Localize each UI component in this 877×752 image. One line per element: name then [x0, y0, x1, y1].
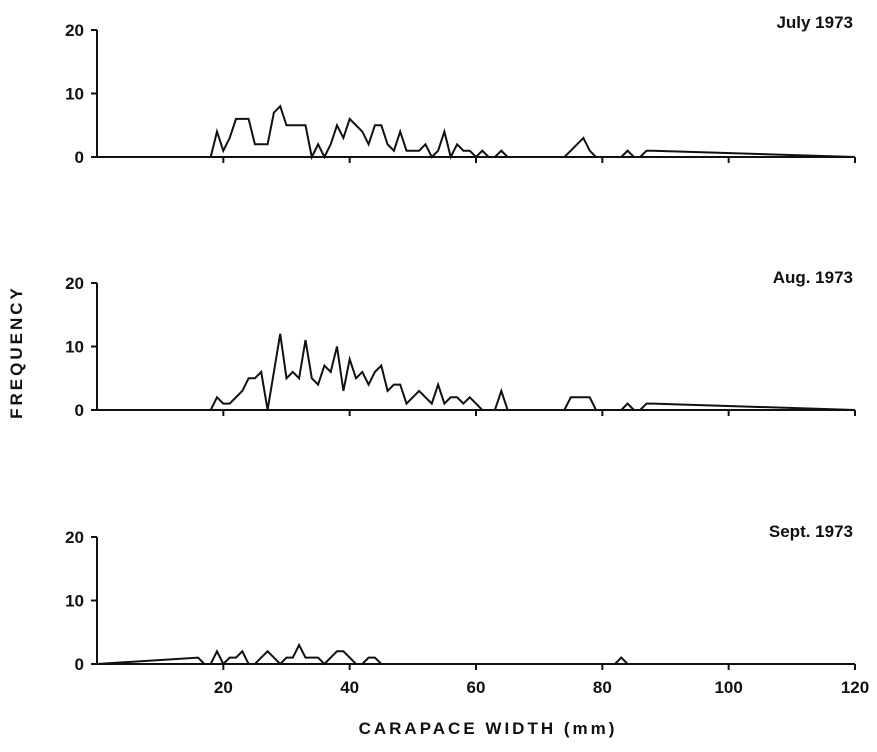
panel-1: 0 10 20 July 1973: [65, 13, 856, 167]
series-line-1: [97, 333, 856, 411]
y-tick-label: 20: [65, 528, 84, 547]
x-tick-label: 80: [593, 678, 612, 697]
y-tick-label: 0: [75, 148, 84, 167]
y-tick-label: 10: [65, 338, 84, 357]
x-tick-label: 120: [841, 678, 869, 697]
x-tick-label: 60: [467, 678, 486, 697]
x-tick-label: 40: [340, 678, 359, 697]
panel-title: Aug. 1973: [773, 268, 853, 287]
x-tick-label: 100: [714, 678, 742, 697]
panel-2: 0 10 20 Aug. 1973: [65, 268, 856, 420]
panel-title: July 1973: [776, 13, 853, 32]
y-tick-label: 0: [75, 655, 84, 674]
y-tick-label: 20: [65, 21, 84, 40]
y-tick-label: 10: [65, 592, 84, 611]
series-line-1: [96, 642, 855, 666]
y-axis-title: FREQUENCY: [7, 285, 26, 419]
x-axis-title: CARAPACE WIDTH (mm): [359, 719, 618, 738]
y-tick-label: 20: [65, 274, 84, 293]
chart-panels: 0 10 20 July 1973 0 10 20 Aug. 1973 0 10 20 20 40 60 8…: [65, 13, 869, 697]
y-tick-label: 0: [75, 401, 84, 420]
panel-3: 0 10 20 20 40 60 80 100 120 Sept. 1973: [65, 522, 869, 697]
series-line-1: [97, 104, 856, 161]
x-tick-label: 20: [214, 678, 233, 697]
panel-title: Sept. 1973: [769, 522, 853, 541]
y-tick-label: 10: [65, 85, 84, 104]
